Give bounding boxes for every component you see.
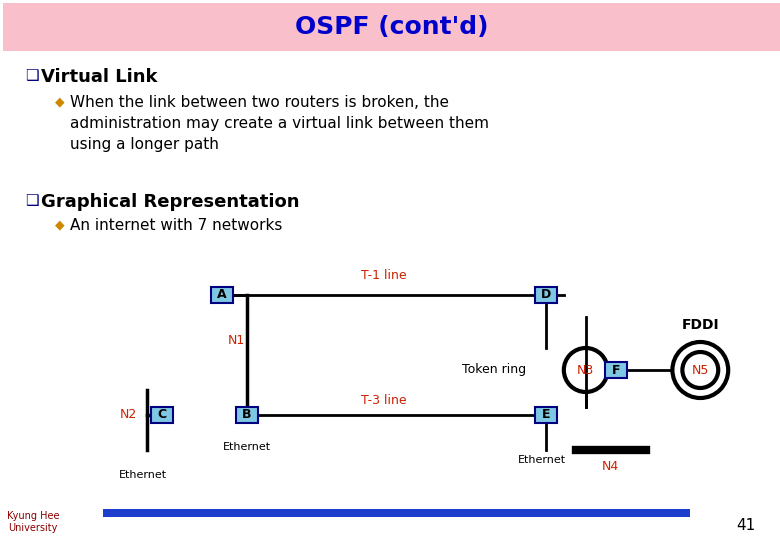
Text: 41: 41 (736, 517, 755, 532)
FancyBboxPatch shape (151, 407, 173, 423)
Text: Graphical Representation: Graphical Representation (41, 193, 300, 211)
Text: ❑: ❑ (25, 68, 38, 83)
Text: ❑: ❑ (25, 193, 38, 208)
Text: FDDI: FDDI (682, 318, 719, 332)
Text: F: F (612, 363, 620, 376)
Text: ◆: ◆ (55, 218, 65, 231)
Text: Ethernet: Ethernet (518, 455, 566, 465)
Text: T-1 line: T-1 line (360, 269, 406, 282)
Text: ◆: ◆ (55, 95, 65, 108)
Text: D: D (541, 288, 551, 301)
Text: Token ring: Token ring (462, 363, 526, 376)
Text: T-3 line: T-3 line (360, 394, 406, 407)
Text: Ethernet: Ethernet (223, 442, 271, 452)
Text: N3: N3 (577, 363, 594, 376)
Text: When the link between two routers is broken, the
administration may create a vir: When the link between two routers is bro… (69, 95, 489, 152)
Text: Kyung Hee
University: Kyung Hee University (7, 511, 59, 533)
Text: E: E (541, 408, 550, 422)
Text: OSPF (cont'd): OSPF (cont'd) (295, 15, 488, 39)
FancyBboxPatch shape (236, 407, 258, 423)
Text: C: C (158, 408, 167, 422)
Text: N2: N2 (120, 408, 137, 422)
FancyBboxPatch shape (535, 287, 557, 303)
Text: An internet with 7 networks: An internet with 7 networks (69, 218, 282, 233)
FancyBboxPatch shape (3, 3, 780, 51)
FancyBboxPatch shape (211, 287, 233, 303)
Text: N5: N5 (692, 363, 709, 376)
FancyBboxPatch shape (535, 407, 557, 423)
FancyBboxPatch shape (604, 362, 626, 378)
Text: N4: N4 (602, 460, 619, 473)
Text: Virtual Link: Virtual Link (41, 68, 158, 86)
Text: A: A (218, 288, 227, 301)
Text: N1: N1 (228, 334, 245, 347)
FancyBboxPatch shape (103, 509, 690, 517)
Text: Ethernet: Ethernet (119, 470, 166, 480)
Text: B: B (243, 408, 252, 422)
